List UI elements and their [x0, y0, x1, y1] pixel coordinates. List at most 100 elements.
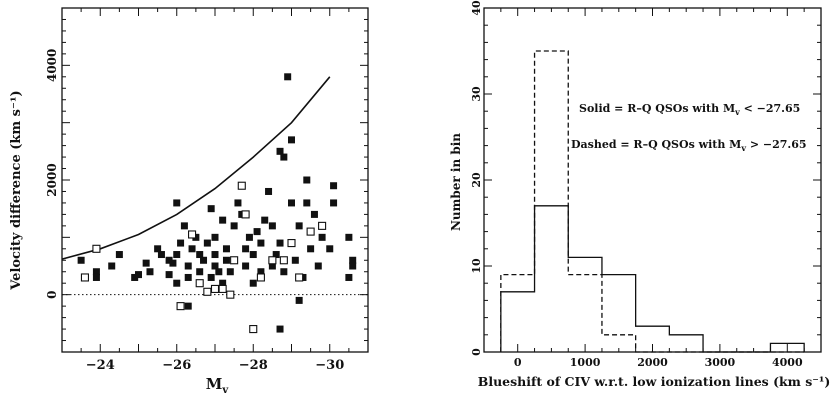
filled-square-point	[268, 222, 276, 230]
filled-square-point	[330, 182, 338, 190]
legend-solid-annotation: Solid = R–Q QSOs with Mv < −27.65	[579, 102, 800, 117]
filled-square-point	[242, 262, 250, 270]
filled-square-point	[261, 216, 269, 224]
filled-square-point	[215, 268, 223, 276]
filled-square-point	[222, 256, 230, 264]
filled-square-point	[146, 268, 154, 276]
y-tick-label: 4000	[45, 49, 59, 82]
filled-square-point	[345, 233, 353, 241]
filled-square-point	[131, 273, 139, 281]
filled-square-point	[276, 325, 284, 333]
filled-square-point	[157, 251, 165, 259]
histogram-panel: 0 10 20 30 40 0 1000 2000 3000 4000 Number in bin…	[449, 0, 830, 389]
filled-square-point	[92, 268, 100, 276]
filled-square-point	[169, 259, 177, 267]
filled-square-point	[242, 245, 250, 253]
histogram-plot-area: 0 10 20 30 40 0 1000 2000 3000 4000	[470, 0, 822, 369]
filled-square-point	[154, 245, 162, 253]
filled-square-point	[184, 262, 192, 270]
filled-square-point	[226, 268, 234, 276]
x-tick-label: 2000	[637, 356, 668, 369]
x-tick-label: −26	[162, 358, 191, 373]
filled-square-point	[219, 279, 227, 287]
filled-square-point	[230, 222, 238, 230]
filled-square-point	[330, 199, 338, 207]
filled-square-point	[196, 251, 204, 259]
scatter-panel: 0 2000 4000 −24 −26 −28 −30 Velocity differenc…	[9, 7, 369, 396]
open-square-point	[218, 284, 227, 293]
filled-square-point	[249, 279, 257, 287]
open-square-point	[295, 273, 304, 282]
y-tick-label: 40	[470, 0, 483, 16]
open-square-point	[256, 273, 265, 282]
filled-square-point	[200, 256, 208, 264]
x-tick-label: 4000	[772, 356, 803, 369]
filled-square-point	[326, 245, 334, 253]
open-square-point	[237, 181, 246, 190]
open-square-point	[203, 287, 212, 296]
filled-square-point	[211, 262, 219, 270]
filled-square-point	[184, 302, 192, 310]
solid-histogram-series	[500, 205, 805, 353]
open-square-point	[230, 256, 239, 265]
histogram-y-axis-label: Number in bin	[449, 133, 463, 231]
filled-square-point	[303, 199, 311, 207]
x-tick-label: 3000	[705, 356, 736, 369]
open-square-point	[268, 256, 277, 265]
y-tick-label: 20	[470, 172, 483, 188]
open-square-point	[249, 325, 258, 334]
filled-square-point	[177, 239, 185, 247]
envelope-curve	[61, 76, 331, 260]
histogram-x-axis-label: Blueshift of CIV w.r.t. low ionization l…	[478, 374, 831, 389]
filled-square-point	[173, 199, 181, 207]
open-square-point	[188, 230, 197, 239]
filled-square-point	[196, 268, 204, 276]
filled-square-point	[303, 176, 311, 184]
filled-square-point	[92, 273, 100, 281]
scatter-plot-area: 0 2000 4000 −24 −26 −28 −30	[45, 7, 369, 373]
x-tick-label: −28	[239, 358, 268, 373]
filled-square-point	[219, 216, 227, 224]
filled-square-point	[249, 251, 257, 259]
histogram-plot-frame	[483, 7, 822, 353]
y-tick-label: 30	[470, 86, 483, 102]
legend-dashed-annotation: Dashed = R–Q QSOs with Mv > −27.65	[571, 138, 807, 153]
filled-square-point	[276, 239, 284, 247]
filled-square-point	[314, 262, 322, 270]
filled-square-point	[276, 147, 284, 155]
open-square-point	[306, 227, 315, 236]
filled-square-point	[307, 245, 315, 253]
filled-square-point	[349, 256, 357, 264]
filled-square-point	[142, 259, 150, 267]
filled-square-point	[288, 199, 295, 207]
open-square-point	[226, 290, 235, 299]
filled-square-point	[280, 268, 288, 276]
filled-square-point	[349, 262, 357, 270]
filled-square-point	[280, 153, 288, 161]
filled-square-point	[345, 273, 353, 281]
filled-square-point	[234, 199, 242, 207]
filled-square-point	[184, 273, 192, 281]
x-tick-label: −30	[315, 358, 344, 373]
filled-square-point	[318, 233, 326, 241]
filled-square-point	[211, 251, 219, 259]
filled-square-point	[135, 271, 142, 279]
filled-square-point	[295, 222, 303, 230]
x-tick-label: 0	[514, 356, 522, 369]
filled-square-point	[310, 210, 318, 218]
open-square-point	[195, 279, 204, 288]
filled-square-point	[188, 245, 196, 253]
y-tick-label: 0	[45, 290, 59, 298]
open-square-point	[287, 239, 296, 248]
scatter-y-axis-label: Velocity difference (km s⁻¹)	[9, 90, 24, 290]
filled-square-point	[211, 233, 219, 241]
open-square-point	[279, 256, 288, 265]
filled-square-point	[245, 233, 253, 241]
open-square-point	[92, 244, 101, 253]
filled-square-point	[222, 245, 230, 253]
filled-square-point	[180, 222, 188, 230]
scatter-x-axis-label: Mv	[206, 375, 230, 396]
filled-square-point	[291, 256, 299, 264]
open-square-point	[241, 210, 250, 219]
